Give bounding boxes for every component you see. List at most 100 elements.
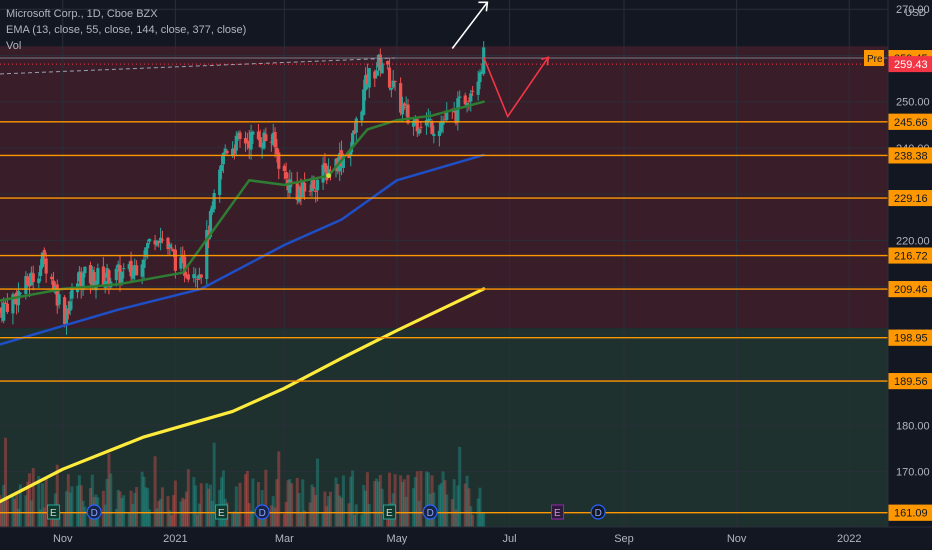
volume-bar bbox=[196, 514, 200, 527]
volume-bar bbox=[380, 488, 384, 527]
volume-bar bbox=[144, 487, 148, 527]
volume-bar bbox=[310, 484, 314, 527]
candle-body bbox=[83, 266, 87, 274]
volume-bar bbox=[44, 477, 48, 527]
volume-bar bbox=[146, 488, 150, 527]
candle-body bbox=[441, 120, 445, 125]
volume-legend[interactable]: Vol bbox=[6, 40, 22, 52]
projection-path bbox=[482, 56, 549, 119]
volume-bar bbox=[406, 474, 410, 527]
candle-body bbox=[469, 93, 473, 102]
candle-body bbox=[323, 163, 327, 169]
candle-body bbox=[476, 81, 480, 95]
level-label: 161.09 bbox=[894, 508, 928, 520]
candle-body bbox=[386, 61, 390, 65]
symbol-title[interactable]: Microsoft Corp., 1D, Cboe BZX bbox=[6, 8, 158, 20]
candle-body bbox=[284, 172, 288, 179]
candle-body bbox=[26, 276, 30, 285]
candle-body bbox=[40, 252, 45, 268]
upcoming-earnings-marker bbox=[551, 504, 565, 520]
candle-body bbox=[29, 272, 33, 286]
volume-bar bbox=[109, 473, 113, 527]
trend-line-dashed bbox=[0, 57, 396, 75]
candle-body bbox=[393, 80, 397, 82]
candle-body bbox=[234, 135, 238, 151]
candle-body bbox=[314, 190, 318, 192]
breakout-arrow bbox=[451, 1, 489, 50]
candle-body bbox=[315, 179, 320, 191]
candle-body bbox=[122, 268, 126, 270]
candle-body bbox=[2, 302, 6, 321]
candle-body bbox=[260, 147, 264, 149]
candle-body bbox=[480, 71, 484, 74]
volume-bar bbox=[295, 477, 299, 527]
candle-body bbox=[312, 179, 316, 189]
volume-bar bbox=[205, 483, 209, 527]
candle-body bbox=[212, 193, 216, 210]
volume-bar bbox=[5, 496, 9, 527]
dividend-marker-label: D bbox=[259, 508, 266, 519]
volume-bar bbox=[426, 472, 430, 527]
currency-label: USD bbox=[904, 8, 926, 19]
volume-bar bbox=[244, 474, 248, 527]
volume-bar bbox=[399, 475, 403, 527]
volume-bar bbox=[465, 475, 469, 527]
price-axis[interactable]: 245.66 238.38 229.16 216.72 209.46 198.95 189.… bbox=[864, 0, 932, 527]
volume-bar bbox=[445, 494, 449, 527]
ema-indicator-legend[interactable]: EMA (13, close, 55, close, 144, close, 3… bbox=[6, 24, 247, 36]
candle-body bbox=[264, 134, 268, 142]
candle-body bbox=[339, 150, 344, 167]
volume-bar bbox=[16, 508, 20, 527]
candle-body bbox=[39, 265, 43, 277]
level-label: 245.66 bbox=[894, 117, 928, 129]
candle-body bbox=[295, 182, 299, 200]
volume-bar bbox=[463, 483, 467, 527]
volume-bar bbox=[458, 446, 462, 527]
volume-bar bbox=[199, 483, 203, 527]
candle-body bbox=[375, 70, 379, 76]
last-price-badge bbox=[888, 56, 932, 73]
level-badge bbox=[888, 281, 932, 298]
volume-bar bbox=[194, 485, 198, 527]
candle-body bbox=[334, 158, 338, 171]
candle-body bbox=[131, 270, 135, 279]
candle-body bbox=[415, 119, 419, 132]
volume-bar bbox=[166, 496, 170, 527]
volume-bar bbox=[40, 483, 44, 527]
candle-body bbox=[79, 272, 83, 288]
volume-bar bbox=[4, 437, 8, 527]
volume-bar bbox=[469, 506, 473, 527]
candle-body bbox=[467, 100, 471, 102]
candle-body bbox=[197, 274, 201, 279]
price-tick-label: 180.00 bbox=[896, 420, 930, 432]
candle-body bbox=[247, 140, 251, 149]
dividend-marker-label: D bbox=[595, 508, 602, 519]
candle-body bbox=[428, 118, 432, 120]
candle-body bbox=[308, 190, 312, 192]
volume-bar bbox=[378, 474, 382, 527]
candle-body bbox=[205, 230, 209, 279]
candle-body bbox=[144, 247, 148, 257]
candle-body bbox=[208, 211, 213, 237]
volume-bar bbox=[247, 503, 251, 527]
volume-bar bbox=[264, 469, 268, 527]
volume-bar bbox=[364, 490, 368, 527]
support-zone bbox=[0, 328, 888, 527]
volume-bar bbox=[105, 478, 109, 527]
candle-body bbox=[63, 297, 67, 324]
volume-bar bbox=[373, 481, 377, 527]
resistance-zone bbox=[0, 46, 888, 329]
candle-body bbox=[238, 132, 242, 140]
level-label: 209.46 bbox=[894, 284, 928, 296]
level-badge bbox=[888, 373, 932, 390]
volume-bar bbox=[360, 514, 364, 527]
time-tick-label: Mar bbox=[275, 533, 294, 545]
candle-body bbox=[114, 268, 118, 281]
volume-bar bbox=[160, 487, 164, 527]
earnings-marker-label: E bbox=[218, 508, 225, 519]
level-label: 229.16 bbox=[894, 193, 928, 205]
candle-body bbox=[37, 278, 41, 284]
volume-bar bbox=[437, 485, 441, 527]
